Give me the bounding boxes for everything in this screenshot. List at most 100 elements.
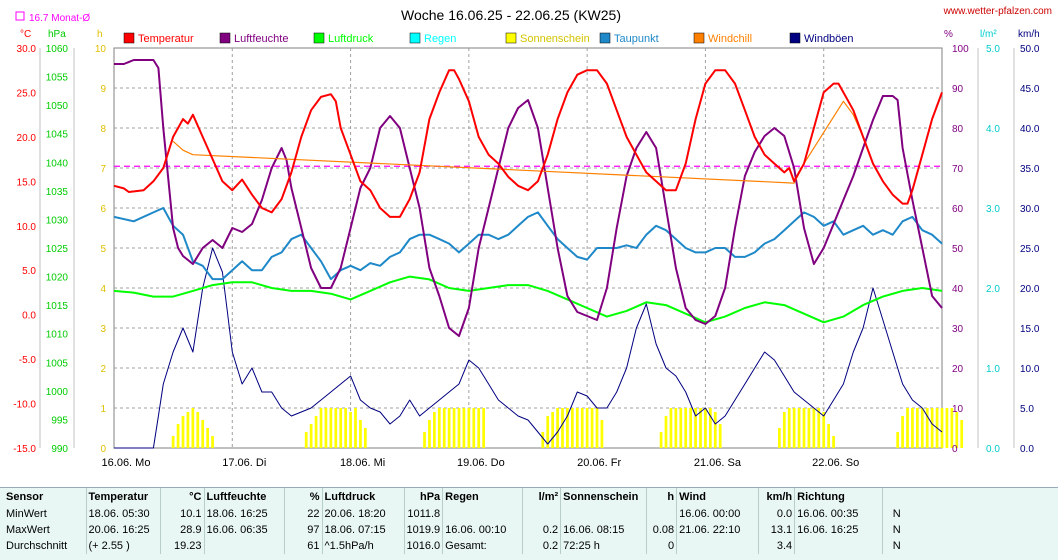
series-lines bbox=[113, 59, 943, 449]
sunshine-bar bbox=[600, 420, 604, 448]
sunshine-bar bbox=[694, 408, 697, 448]
summary-cell: 1019.9 bbox=[403, 522, 443, 538]
temp-tick: -5.0 bbox=[19, 355, 37, 366]
sunshine-bar bbox=[812, 408, 816, 448]
summary-cell: Sensor bbox=[6, 491, 44, 503]
pressure-tick: 1045 bbox=[46, 130, 69, 141]
summary-cell bbox=[676, 538, 759, 554]
legend-swatch bbox=[789, 32, 801, 44]
legend-label: Sonnenschein bbox=[520, 33, 590, 45]
sunshine-bar bbox=[349, 412, 352, 448]
sunshine-bar bbox=[334, 408, 338, 448]
sunshine-bar bbox=[304, 432, 308, 448]
summary-cell: 16.06. 00:00 bbox=[676, 506, 759, 522]
summary-cell: °C bbox=[159, 488, 204, 506]
sunshine-bar bbox=[541, 432, 545, 448]
legend-swatch bbox=[409, 32, 421, 44]
source-link[interactable]: www.wetter-pfalzen.com bbox=[943, 6, 1052, 17]
legend: Temperatur Luftfeuchte Luftdruck Regen Sonne… bbox=[123, 32, 854, 45]
humidity-tick: 60 bbox=[952, 204, 964, 215]
sunshine-bar bbox=[787, 408, 791, 448]
sunshine-bar bbox=[319, 408, 323, 448]
summary-cell: 22 bbox=[283, 506, 322, 522]
rain-unit: l/m² bbox=[980, 29, 997, 40]
humidity-tick: 30 bbox=[952, 324, 964, 335]
legend-swatch bbox=[313, 32, 325, 44]
wind-tick: 0.0 bbox=[1020, 444, 1034, 455]
sunshine-bar bbox=[718, 424, 722, 448]
day-label: 19.06. Do bbox=[457, 457, 505, 469]
sunshine-bar bbox=[817, 408, 821, 448]
sunshine-bar bbox=[201, 420, 205, 448]
sunshine-bar bbox=[580, 408, 584, 448]
temp-tick: -15.0 bbox=[13, 444, 36, 455]
pressure-tick: 1020 bbox=[46, 273, 69, 284]
legend-label: Taupunkt bbox=[614, 33, 659, 45]
day-label: 16.06. Mo bbox=[102, 457, 151, 469]
summary-cell: MinWert bbox=[6, 508, 47, 520]
series-line-luftdruck bbox=[113, 275, 943, 324]
axis-labels: 30.025.020.015.010.05.00.0-5.0-10.0-15.0… bbox=[13, 44, 1040, 469]
sunshine-bar bbox=[792, 408, 796, 448]
sun-tick: 7 bbox=[100, 164, 106, 175]
summary-table-panel: Sensor Temperatur °C Luftfeuchte% Luftdruck h… bbox=[0, 487, 1058, 560]
humidity-tick: 20 bbox=[952, 364, 964, 375]
summary-cell: 97 bbox=[283, 522, 322, 538]
sunshine-bar bbox=[309, 424, 313, 448]
summary-cell: Luftdruck bbox=[321, 488, 404, 506]
pressure-tick: 1025 bbox=[46, 244, 69, 255]
sunshine-bar bbox=[551, 412, 554, 448]
pressure-unit: hPa bbox=[48, 29, 66, 40]
sunshine-bar bbox=[955, 412, 959, 448]
summary-cell: 16.06. 16:25 bbox=[794, 522, 883, 538]
summary-row: Durchschnitt (+ 2.55 ) 19.23 61 ^1.5hPa/h 101… bbox=[0, 538, 903, 554]
summary-cell: 3.4 bbox=[758, 538, 795, 554]
sunshine-bar bbox=[176, 424, 180, 448]
sunshine-bar bbox=[344, 408, 347, 448]
sunshine-bar bbox=[314, 416, 318, 448]
sunshine-bar bbox=[324, 408, 328, 448]
sunshine-bar bbox=[354, 408, 357, 448]
rain-tick: 2.0 bbox=[986, 284, 1000, 295]
summary-cell bbox=[560, 506, 647, 522]
sunshine-bar bbox=[960, 420, 964, 448]
summary-cell: 16.06. 06:35 bbox=[203, 522, 284, 538]
pressure-tick: 995 bbox=[51, 415, 68, 426]
wind-tick: 45.0 bbox=[1020, 84, 1040, 95]
sunshine-bar bbox=[585, 408, 589, 448]
summary-cell bbox=[522, 506, 561, 522]
rain-tick: 4.0 bbox=[986, 124, 1000, 135]
sunshine-bar bbox=[802, 408, 806, 448]
series-line-luftfeuchte bbox=[114, 59, 943, 337]
sunshine-bar bbox=[901, 416, 904, 448]
summary-cell: Regen bbox=[442, 488, 523, 506]
sun-tick: 1 bbox=[100, 404, 106, 415]
temp-tick: 0.0 bbox=[22, 311, 36, 322]
summary-cell: Durchschnitt bbox=[6, 540, 68, 552]
summary-cell: N bbox=[882, 506, 903, 522]
summary-cell: 72:25 h bbox=[560, 538, 647, 554]
legend-label: Luftdruck bbox=[328, 33, 374, 45]
sun-unit: h bbox=[97, 29, 103, 40]
pressure-tick: 1010 bbox=[46, 330, 69, 341]
summary-cell: 16.06. 00:35 bbox=[794, 506, 883, 522]
temp-tick: 15.0 bbox=[17, 177, 37, 188]
sun-tick: 10 bbox=[95, 44, 107, 55]
summary-cell: 1011.8 bbox=[403, 506, 443, 522]
sunshine-bar bbox=[822, 412, 826, 448]
summary-cell: MaxWert bbox=[6, 524, 50, 536]
sunshine-bar bbox=[482, 408, 485, 448]
sunshine-bar bbox=[433, 412, 436, 448]
sunshine-bar bbox=[467, 408, 471, 448]
sunshine-bar bbox=[689, 408, 692, 448]
summary-cell: N bbox=[882, 538, 903, 554]
sunshine-bar bbox=[950, 408, 954, 448]
summary-cell: Sonnenschein bbox=[560, 488, 647, 506]
rain-tick: 3.0 bbox=[986, 204, 1000, 215]
monthavg-label: 16.7 Monat-Ø bbox=[29, 13, 90, 24]
day-label: 18.06. Mi bbox=[340, 457, 385, 469]
pressure-tick: 1035 bbox=[46, 187, 69, 198]
summary-cell: 18.06. 05:30 bbox=[85, 506, 160, 522]
summary-cell: 0.2 bbox=[522, 538, 561, 554]
legend-swatch bbox=[599, 32, 611, 44]
